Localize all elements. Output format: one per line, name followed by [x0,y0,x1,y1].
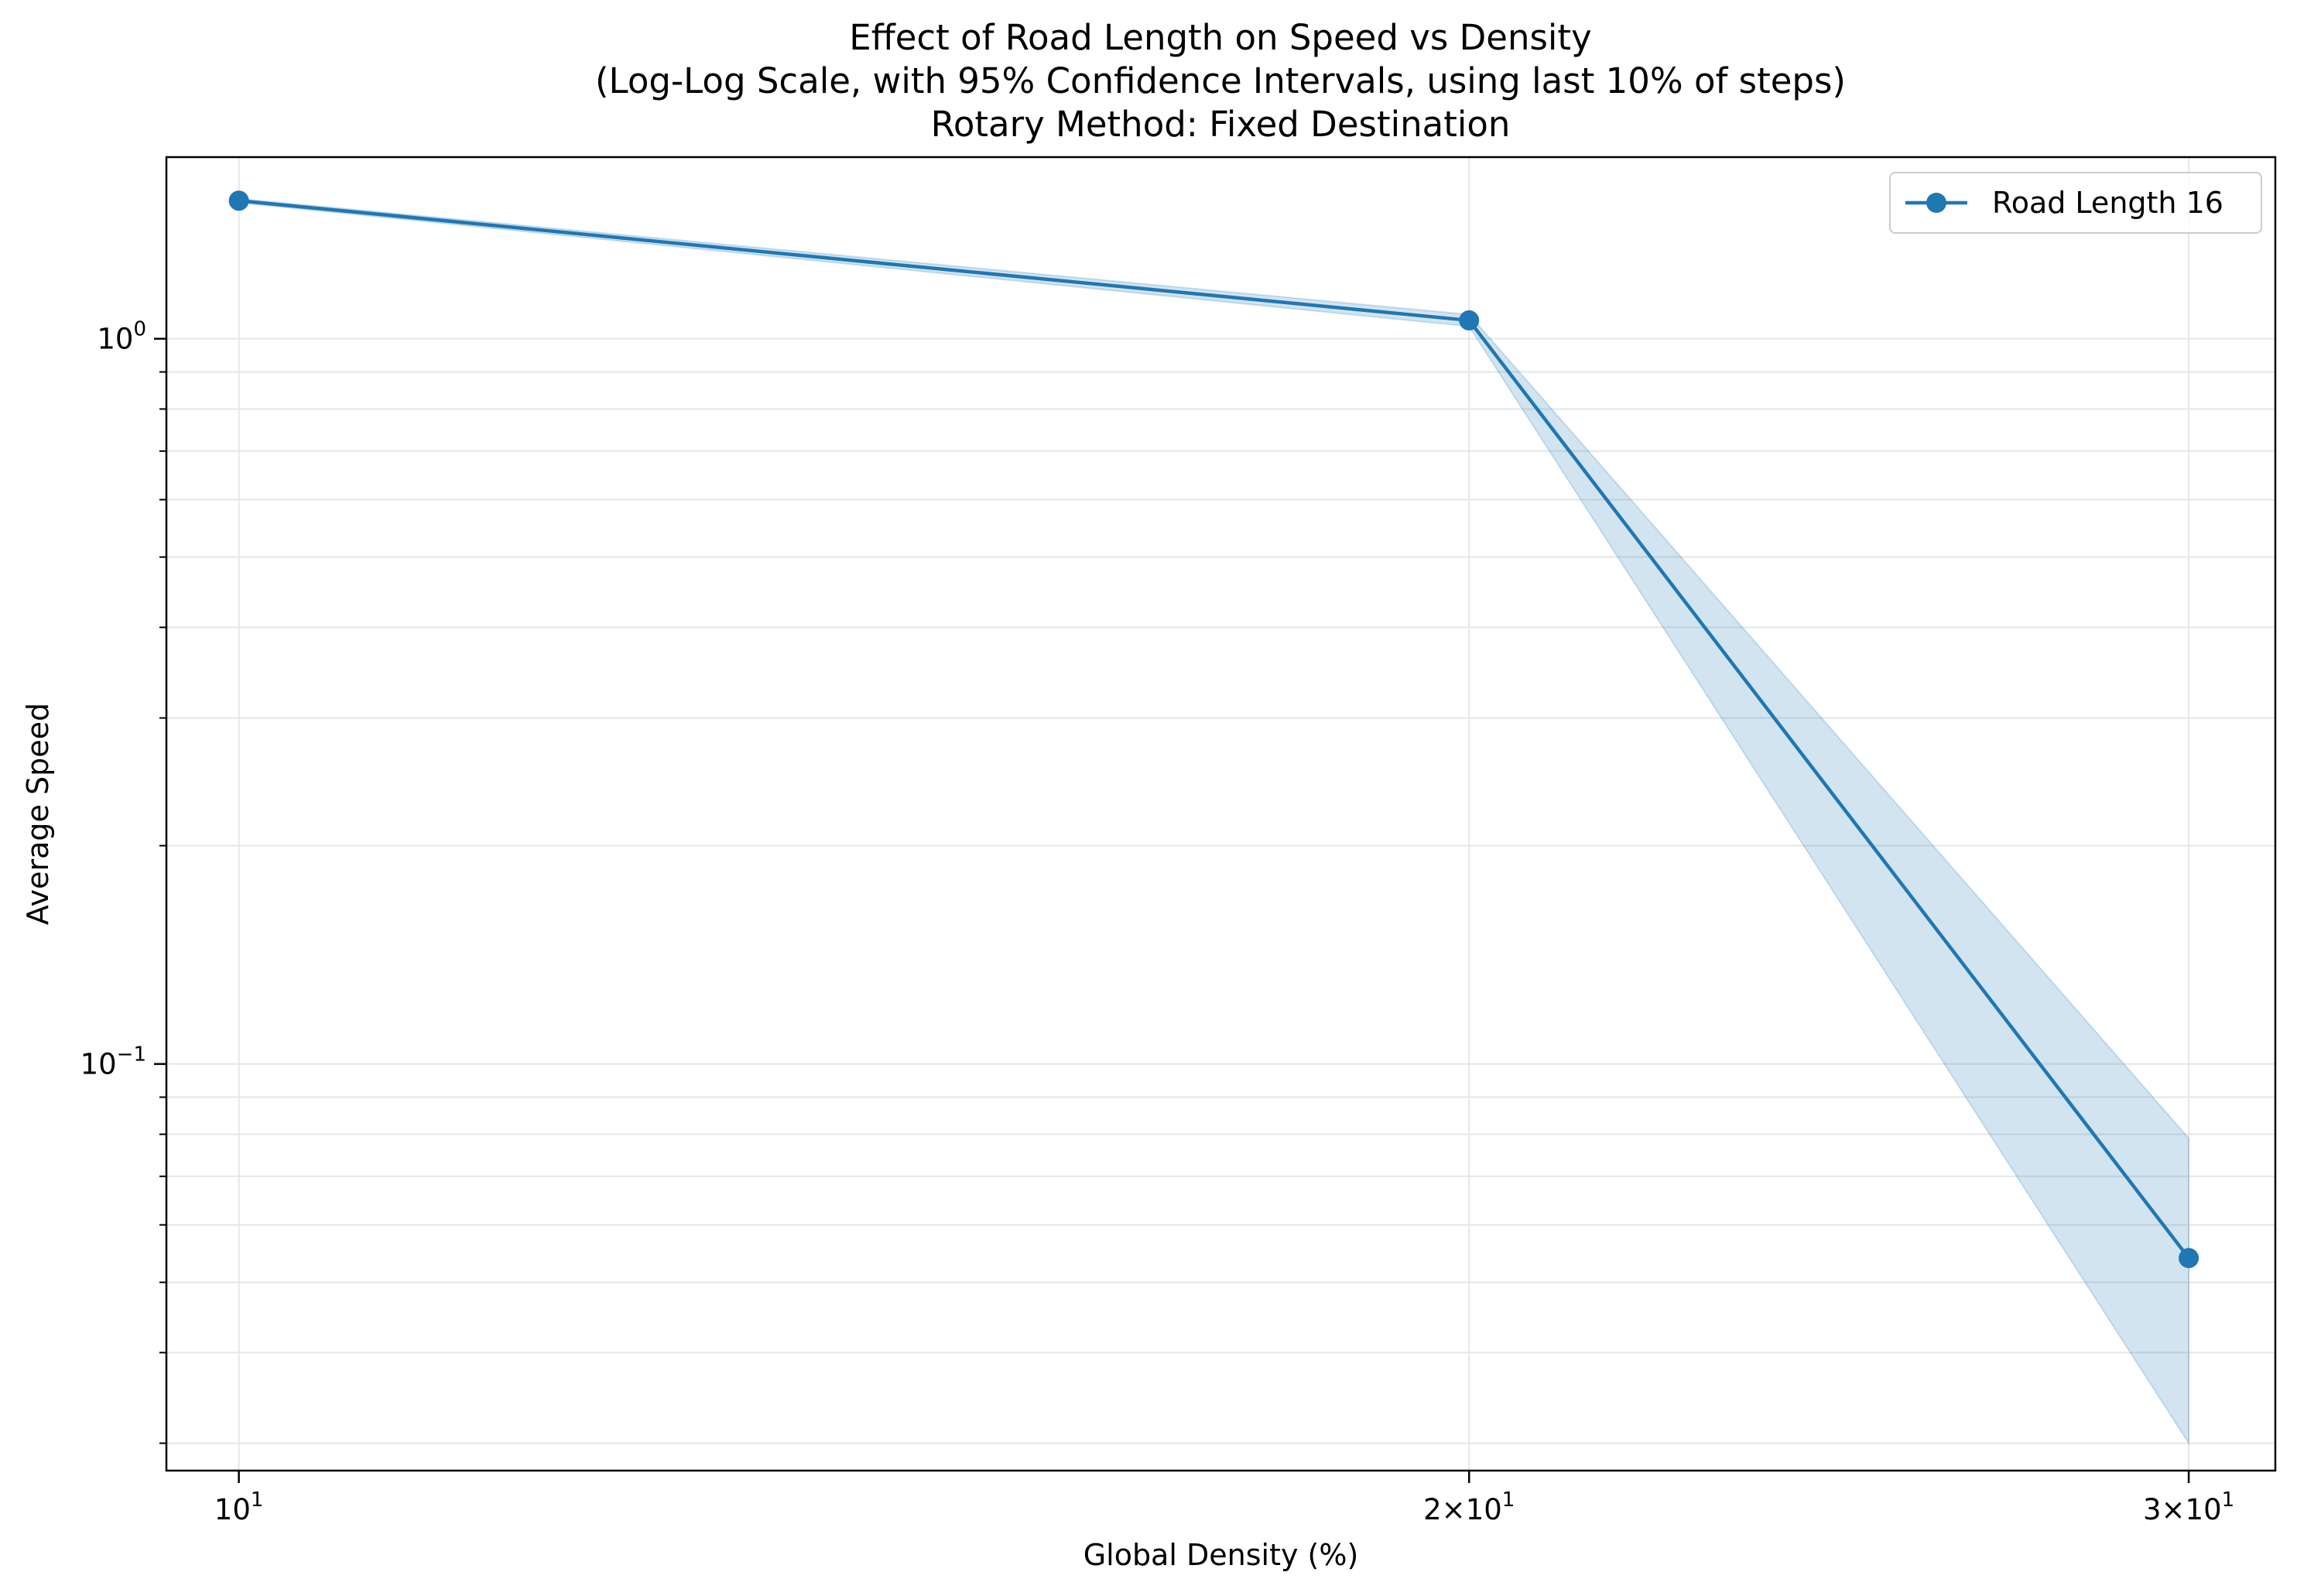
x-tick-label: 3×101 [2143,1488,2234,1526]
tick-base: 10 [80,1048,117,1081]
tick-base: 10 [2186,1493,2222,1526]
x-tick-label: 101 [214,1488,264,1526]
data-point [1459,310,1480,331]
data-point [228,190,249,211]
data-point [2179,1248,2199,1269]
tick-base: 10 [214,1493,251,1526]
legend-marker [1926,193,1946,213]
confidence-band [238,197,2190,1446]
x-tick-label: 2×101 [1423,1488,1515,1526]
tick-multiplier: 2× [1423,1493,1466,1526]
tick-multiplier: 3× [2143,1493,2186,1526]
confidence-bands [238,197,2190,1446]
legend-box [1889,172,2262,234]
legend-label: Road Length 16 [1992,186,2223,220]
tick-base: 10 [97,323,133,356]
tick-base: 10 [1466,1493,1502,1526]
tick-exponent: 1 [251,1488,264,1512]
legend: Road Length 16 [1889,172,2262,234]
grid-lines [166,157,2275,1471]
chart-title-line: Rotary Method: Fixed Destination [931,104,1511,145]
chart-title-line: Effect of Road Length on Speed vs Densit… [849,17,1591,58]
chart-title: Effect of Road Length on Speed vs Densit… [595,17,1846,145]
plot-frame [165,156,2277,1472]
y-tick-label: 100 [97,318,146,356]
chart-title-line: (Log-Log Scale, with 95% Confidence Inte… [595,60,1846,101]
series-line [238,199,2190,1259]
tick-exponent: 1 [1502,1488,1515,1512]
data-series [228,190,2199,1269]
x-axis-label: Global Density (%) [1083,1538,1359,1572]
y-axis-label: Average Speed [21,703,55,925]
y-tick-label: 10−1 [80,1043,146,1081]
tick-exponent: −1 [117,1043,146,1067]
tick-exponent: 1 [2222,1488,2235,1512]
tick-exponent: 0 [133,318,146,341]
